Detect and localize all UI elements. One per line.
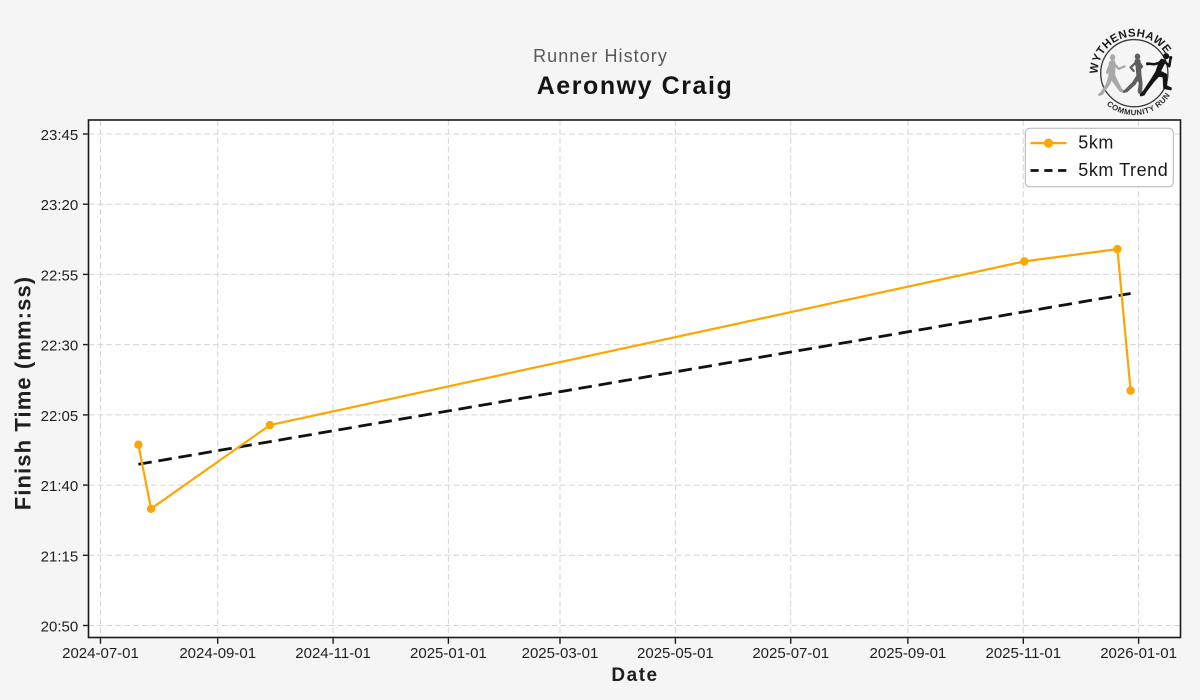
svg-text:2025-11-01: 2025-11-01: [985, 645, 1061, 662]
svg-text:Aeronwy Craig: Aeronwy Craig: [537, 72, 734, 100]
svg-text:22:05: 22:05: [41, 408, 79, 425]
svg-text:5km Trend: 5km Trend: [1078, 160, 1168, 180]
svg-text:23:20: 23:20: [41, 197, 79, 214]
svg-text:2025-07-01: 2025-07-01: [752, 645, 829, 662]
svg-text:Finish Time (mm:ss): Finish Time (mm:ss): [11, 276, 36, 510]
svg-text:2024-07-01: 2024-07-01: [62, 645, 139, 662]
svg-text:2024-11-01: 2024-11-01: [295, 645, 371, 662]
svg-text:Runner History: Runner History: [533, 46, 668, 66]
svg-text:20:50: 20:50: [41, 619, 79, 636]
svg-text:21:15: 21:15: [41, 548, 79, 565]
svg-text:23:45: 23:45: [41, 127, 79, 144]
svg-text:2025-03-01: 2025-03-01: [522, 645, 599, 662]
svg-text:2025-01-01: 2025-01-01: [410, 645, 487, 662]
svg-text:2025-05-01: 2025-05-01: [637, 645, 714, 662]
svg-text:Date: Date: [611, 665, 658, 686]
svg-text:2024-09-01: 2024-09-01: [179, 645, 256, 662]
svg-text:2025-09-01: 2025-09-01: [870, 645, 947, 662]
svg-text:2026-01-01: 2026-01-01: [1100, 645, 1177, 662]
svg-text:22:55: 22:55: [41, 267, 79, 284]
svg-text:21:40: 21:40: [41, 478, 79, 495]
svg-text:5km: 5km: [1078, 132, 1114, 152]
svg-text:22:30: 22:30: [41, 338, 79, 355]
